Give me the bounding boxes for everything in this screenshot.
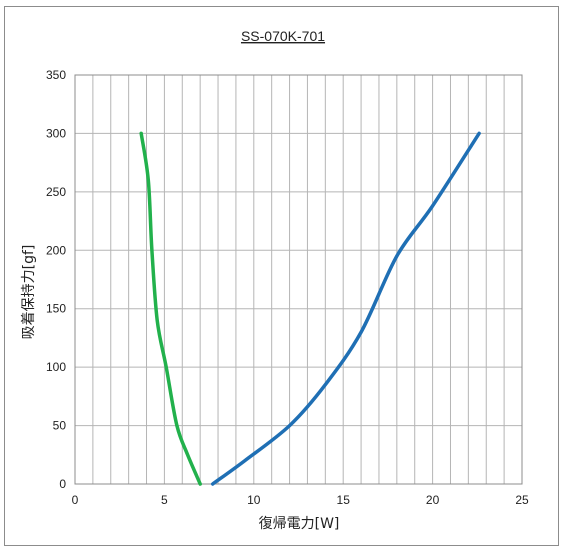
y-tick-label: 50 [53, 419, 67, 433]
plot-area [74, 74, 523, 485]
x-tick-label: 15 [337, 493, 351, 507]
x-axis-label: 復帰電力[W] [259, 515, 340, 532]
y-tick-label: 300 [46, 126, 66, 140]
y-tick-label: 150 [46, 302, 66, 316]
x-tick-label: 5 [161, 493, 168, 507]
y-tick-label: 250 [46, 185, 66, 199]
x-tick-label: 10 [247, 493, 261, 507]
x-tick-label: 0 [72, 493, 79, 507]
y-tick-label: 350 [46, 68, 66, 82]
y-axis-label: 吸着保持力[gf] [21, 245, 37, 340]
series-line-1 [139, 131, 202, 486]
y-tick-label: 0 [59, 477, 66, 491]
series-line-2 [210, 131, 481, 486]
y-tick-label: 200 [46, 243, 66, 257]
x-tick-label: 25 [515, 493, 529, 507]
chart-title: SS-070K-701 [241, 28, 325, 44]
y-axis: 0 50 100 150 200 250 300 350 [46, 68, 66, 491]
y-tick-label: 100 [46, 360, 66, 374]
grid [75, 75, 522, 484]
series-group [139, 131, 481, 486]
chart-frame [4, 6, 559, 546]
x-tick-label: 20 [426, 493, 440, 507]
x-axis: 0 5 10 15 20 25 [72, 493, 529, 507]
